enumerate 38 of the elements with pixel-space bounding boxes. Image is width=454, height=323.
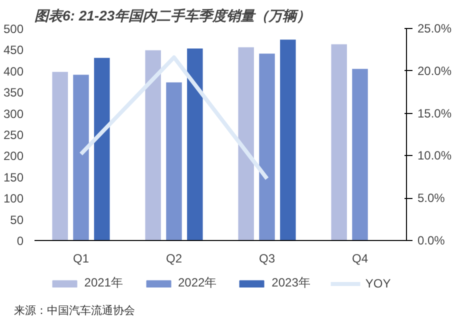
bar (186, 48, 204, 240)
bar (51, 70, 69, 240)
bar (72, 74, 90, 240)
bar (144, 49, 162, 240)
x-tick-label: Q3 (258, 252, 276, 266)
legend-label: 2021年 (84, 274, 123, 292)
y-tick-label: 100 (3, 192, 24, 206)
x-tick-label: Q2 (166, 252, 182, 266)
y-tick-label: 500 (3, 22, 24, 36)
bar (165, 81, 183, 240)
y2-tick-label: 25.0% (418, 22, 452, 36)
y2-tick-label: 0.0% (418, 234, 446, 248)
bar (93, 56, 111, 240)
legend-label: 2023年 (272, 274, 310, 292)
y2-tick-label: 10.0% (418, 148, 452, 163)
y-tick-label: 300 (3, 106, 24, 121)
y-tick-label: 400 (3, 64, 24, 78)
bar (351, 68, 369, 240)
bar (237, 46, 255, 240)
bar (330, 43, 348, 240)
x-tick-label: Q1 (72, 252, 90, 266)
y-tick-label: 0 (16, 234, 24, 248)
y-tick-label: 450 (3, 43, 24, 58)
y-tick-label: 150 (3, 170, 24, 184)
y-tick-label: 50 (10, 212, 24, 227)
y2-tick-label: 15.0% (418, 106, 452, 120)
bar (258, 52, 276, 240)
y2-tick-label: 5.0% (418, 191, 446, 206)
y-tick-label: 200 (3, 149, 24, 164)
chart-title: 图表6: 21-23年国内二手车季度销量（万辆） (34, 8, 311, 24)
y2-tick-label: 20.0% (418, 64, 452, 78)
legend-label: 2022年 (178, 274, 217, 292)
legend-label: YOY (365, 276, 391, 290)
bar (279, 38, 297, 240)
y-tick-label: 250 (3, 128, 24, 142)
source-note: 来源：中国汽车流通协会 (14, 303, 135, 319)
x-tick-label: Q4 (352, 252, 368, 266)
y-tick-label: 350 (3, 86, 24, 100)
